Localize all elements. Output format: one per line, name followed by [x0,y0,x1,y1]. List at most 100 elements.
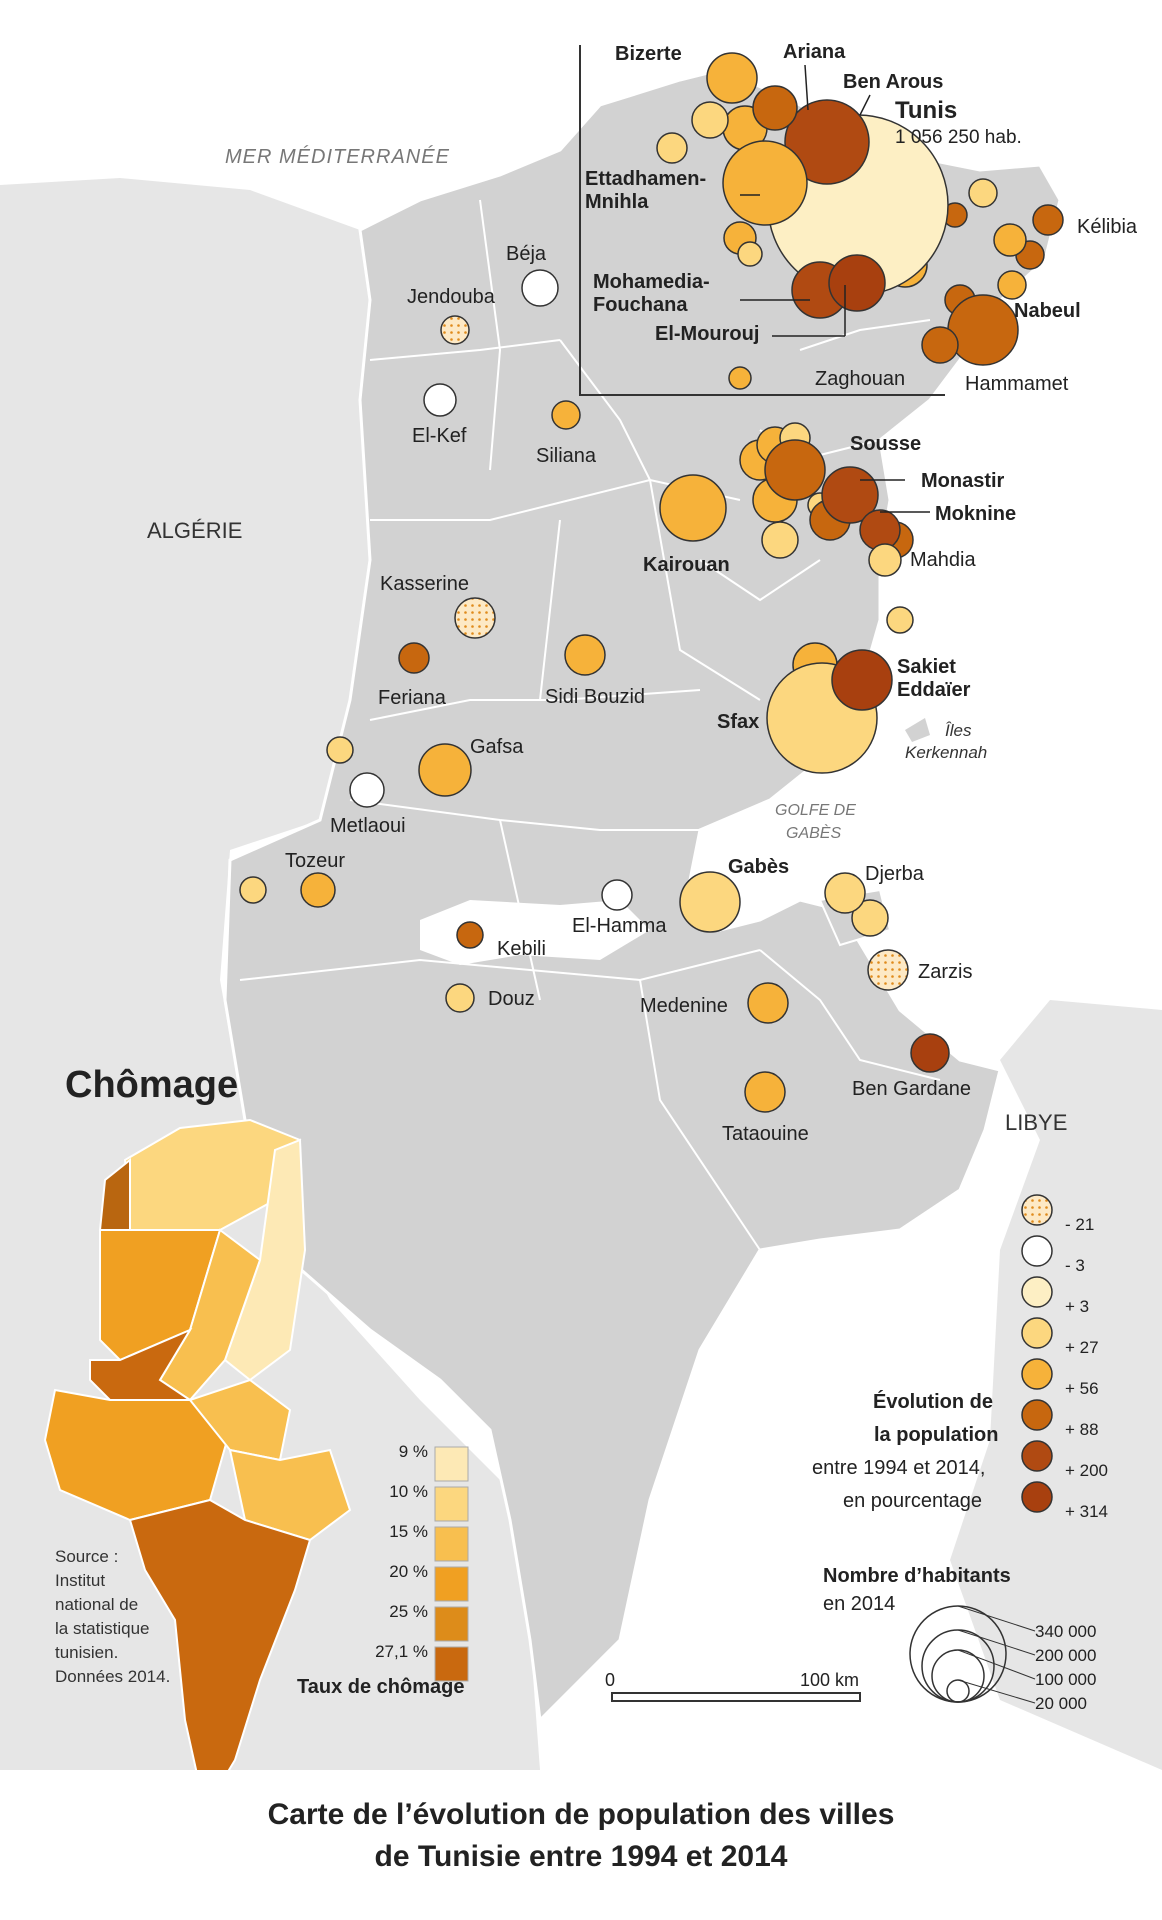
unemployment-legend: 9 % 10 % 15 % 20 % 25 % 27,1 % [375,1442,469,1682]
city-label-sidi-bouzid: Sidi Bouzid [545,686,645,708]
city-bubble-extra [761,521,799,559]
tunis-inset-frame [579,45,945,396]
unemployment-region-gafsa [89,1327,194,1401]
city-bubble-beja[interactable] [521,269,559,307]
city-bubble-bizerte[interactable] [706,52,758,104]
gulf-label-line1: GOLFE DE [775,802,856,819]
city-bubble-hammamet[interactable] [921,326,959,364]
unemployment-region-tataouine [128,1498,312,1770]
city-bubble-nabeul[interactable] [947,294,1019,366]
city-label-djerba: Djerba [865,863,925,885]
city-label-el-hamma: El-Hamma [572,915,667,937]
size-legend-label: 340 000 [1035,1622,1096,1641]
evolution-legend-swatch [1021,1317,1053,1349]
city-bubble-el-hamma[interactable] [601,879,633,911]
evolution-legend-swatch [1021,1194,1053,1226]
city-label-tataouine: Tataouine [722,1123,809,1145]
unemployment-title: Chômage [65,1064,238,1106]
unemployment-legend-swatch [434,1646,469,1682]
city-bubble-djerba[interactable] [824,872,866,914]
city-bubble-kairouan[interactable] [659,474,727,542]
city-bubble-medenine[interactable] [747,982,789,1024]
size-legend-leader [957,1629,1036,1656]
city-label-kebili: Kebili [497,938,546,960]
unemployment-legend-label: 20 % [389,1562,428,1581]
city-bubble-sakiet-eddaier[interactable] [831,649,893,711]
city-label-el-kef: El-Kef [412,425,467,447]
size-legend-leader [957,1605,1036,1632]
size-legend-label: 100 000 [1035,1670,1096,1689]
city-label-mohamedia-fouchana: Mohamedia-Fouchana [593,271,710,316]
unemployment-legend-label: 15 % [389,1522,428,1541]
city-bubble-zaghouan[interactable] [728,366,752,390]
source-line: la statistique [55,1619,150,1638]
city-bubble-douz[interactable] [445,983,475,1013]
city-bubble-tozeur[interactable] [300,872,336,908]
city-bubble-el-kef[interactable] [423,383,457,417]
city-bubble-ariana[interactable] [784,99,870,185]
city-label-zaghouan: Zaghouan [815,368,905,390]
chott-el-jerid [420,900,650,965]
evolution-legend-title-1: Évolution de [873,1390,993,1413]
city-label-sousse: Sousse [850,433,921,455]
city-bubble-tataouine[interactable] [744,1071,786,1113]
city-bubble-gafsa[interactable] [418,743,472,797]
city-bubble-el-mourouj[interactable] [828,254,886,312]
city-label-kairouan: Kairouan [643,554,730,576]
evolution-legend-swatch [1021,1235,1053,1267]
city-labels: Bizerte Ariana Ben Arous Tunis Ettadhamen-Mn… [285,41,1138,1145]
city-bubble-kebili[interactable] [456,921,484,949]
tunisia-map: MER MÉDITERRANÉE ALGÉRIE LIBYE GOLFE DE … [0,41,1162,1770]
size-legend-leader [957,1679,1036,1704]
city-bubble-ettadhamen-mnihla[interactable] [722,140,808,226]
city-label-sfax: Sfax [717,711,759,733]
size-legend-label: 20 000 [1035,1694,1087,1713]
source-line: tunisien. [55,1643,118,1662]
evolution-legend-title-2: la population [874,1424,998,1446]
city-label-beja: Béja [506,243,547,265]
city-bubble-siliana[interactable] [551,400,581,430]
city-bubble-sousse[interactable] [764,439,826,501]
city-bubble-metlaoui[interactable] [349,772,385,808]
city-label-zarzis: Zarzis [918,961,972,983]
city-label-hammamet: Hammamet [965,373,1069,395]
size-legend-title: Nombre d’habitants [823,1565,1011,1587]
city-bubble-jendouba[interactable] [440,315,470,345]
city-label-ettadhamen-mnihla: Ettadhamen-Mnihla [585,168,706,213]
city-bubble-kelibia[interactable] [1032,204,1064,236]
evolution-legend-swatch [1021,1358,1053,1390]
evolution-legend-sub-1: entre 1994 et 2014, [812,1457,985,1479]
city-label-douz: Douz [488,988,535,1010]
city-bubble-monastir[interactable] [821,466,879,524]
city-bubble-kasserine[interactable] [454,597,496,639]
city-bubble-gabes[interactable] [679,871,741,933]
evolution-legend-label: + 314 [1065,1502,1108,1521]
city-bubble-moknine[interactable] [859,509,901,551]
source-text: Source : Institut national de la statistiqu… [55,1547,170,1686]
city-bubble-ben-arous[interactable] [752,85,798,131]
city-bubble-ben-gardane[interactable] [910,1033,950,1073]
source-line: national de [55,1595,138,1614]
source-line: Institut [55,1571,105,1590]
scale-end: 100 km [800,1670,859,1690]
evolution-legend-label: + 56 [1065,1379,1099,1398]
size-legend: 340 000 200 000 100 000 20 000 [909,1605,1096,1713]
city-label-siliana: Siliana [536,445,597,467]
unemployment-legend-title: Taux de chômage [297,1676,464,1698]
evolution-legend-swatch [1021,1481,1053,1513]
city-bubble-feriana[interactable] [398,642,430,674]
city-bubble-zarzis[interactable] [867,949,909,991]
evolution-legend-label: + 27 [1065,1338,1099,1357]
city-label-medenine: Medenine [640,995,728,1017]
country-label-libya: LIBYE [1005,1110,1067,1135]
city-label-kasserine: Kasserine [380,573,469,595]
city-label-ben-arous: Ben Arous [843,71,943,93]
country-label-algeria: ALGÉRIE [147,518,242,543]
evolution-legend-swatch [1021,1440,1053,1472]
unemployment-legend-swatch [434,1446,469,1482]
source-line: Données 2014. [55,1667,170,1686]
kerkennah-islands [905,718,930,742]
caption-line-2: de Tunisie entre 1994 et 2014 [374,1840,788,1873]
city-bubble-sidi-bouzid[interactable] [564,634,606,676]
city-bubble-mahdia[interactable] [868,543,902,577]
